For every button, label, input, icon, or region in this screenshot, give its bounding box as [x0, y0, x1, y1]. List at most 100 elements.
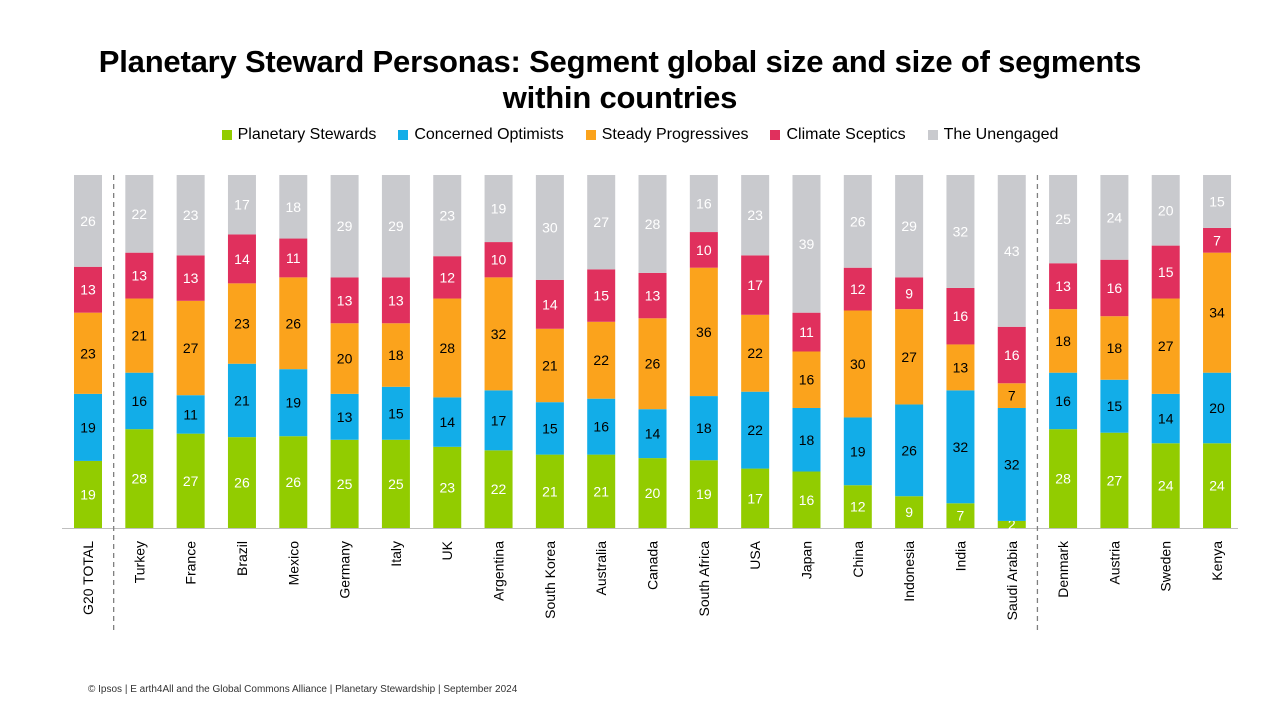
data-label: 26: [285, 474, 301, 490]
data-label: 14: [234, 251, 250, 267]
bar-stack: 25 13 20 13 29: [330, 175, 359, 528]
data-label: 26: [645, 356, 661, 372]
legend-item-concerned-optimists: Concerned Optimists: [398, 126, 564, 144]
bar-segment: [895, 309, 924, 405]
data-label: 23: [747, 207, 763, 223]
bar-segment: [741, 175, 770, 256]
bar-segment: [330, 323, 359, 394]
data-label: 29: [337, 218, 353, 234]
category-label: Japan: [798, 541, 814, 579]
bar-segment: [741, 468, 770, 528]
bar-segment: [433, 256, 462, 299]
bar-segment: [1100, 316, 1129, 380]
bar-segment: [74, 175, 102, 267]
category-label: Austria: [1106, 541, 1122, 585]
data-label: 12: [850, 281, 866, 297]
bar-segment: [125, 298, 154, 373]
data-label: 27: [1158, 338, 1174, 354]
data-label: 30: [850, 356, 866, 372]
legend-label: The Unengaged: [943, 126, 1059, 143]
bar-segment: [1100, 259, 1129, 317]
data-label: 26: [234, 475, 250, 491]
data-label: 18: [1107, 340, 1123, 356]
legend-swatch: [585, 130, 596, 140]
bar-segment: [638, 175, 667, 273]
data-label: 32: [1004, 456, 1020, 472]
title-line-1: Planetary Steward Personas: Segment glob…: [98, 44, 1142, 79]
data-label: 16: [1107, 280, 1123, 296]
data-label: 23: [80, 345, 96, 361]
category-label: Indonesia: [901, 541, 917, 602]
category-label: Brazil: [234, 541, 250, 576]
category-label: Mexico: [285, 541, 301, 586]
bar-segment: [946, 390, 975, 504]
bar-segment: [946, 344, 975, 391]
bar-segment: [587, 398, 616, 455]
data-label: 22: [747, 345, 763, 361]
data-label: 14: [439, 414, 455, 430]
bar-segment: [792, 471, 821, 528]
category-label: UK: [439, 540, 455, 560]
bar-stack: 28 16 21 13 22: [125, 175, 154, 528]
data-label: 23: [439, 479, 455, 495]
bar-stack: 17 22 22 17 23: [741, 175, 770, 528]
category-label: Italy: [388, 541, 404, 567]
bar-segment: [176, 175, 205, 256]
data-label: 21: [542, 483, 558, 499]
data-label: 15: [593, 288, 609, 304]
bar-stack: 20 14 26 13 28: [638, 175, 667, 528]
data-label: 13: [645, 288, 661, 304]
data-label: 14: [645, 426, 661, 442]
data-label: 7: [1008, 388, 1016, 404]
bar-segment: [1100, 379, 1129, 433]
bar-segment: [587, 454, 616, 528]
legend-label: Planetary Stewards: [237, 126, 377, 143]
bar-segment: [125, 372, 154, 430]
bar-segment: [689, 267, 718, 397]
data-label: 26: [80, 213, 96, 229]
bar-segment: [74, 312, 102, 394]
bar-segment: [279, 277, 308, 370]
data-label: 17: [747, 490, 763, 506]
bar-segment: [792, 407, 821, 472]
bar-segment: [689, 232, 718, 268]
bar-segment: [1151, 298, 1180, 394]
bar-stack: 28 16 18 13 25: [1049, 175, 1078, 528]
data-label: 18: [388, 347, 404, 363]
category-label: Germany: [337, 541, 353, 599]
bar-stack: 21 16 22 15 27: [587, 175, 616, 528]
data-label: 26: [850, 213, 866, 229]
bar-stack: 24 20 34 7 15: [1203, 175, 1232, 528]
data-label: 13: [337, 409, 353, 425]
bar-stack: 24 14 27 15 20: [1151, 175, 1180, 528]
bar-segment: [535, 328, 564, 403]
category-label: Argentina: [491, 541, 507, 601]
bar-segment: [176, 255, 205, 301]
legend-item-climate-sceptics: Climate Sceptics: [770, 126, 906, 144]
bar-segment: [433, 397, 462, 447]
bar-segment: [279, 238, 308, 278]
data-label: 21: [234, 392, 250, 408]
bar-segment: [946, 287, 975, 345]
data-label: 21: [132, 328, 148, 344]
bar-segment: [1203, 443, 1232, 528]
category-label: Saudi Arabia: [1004, 541, 1020, 621]
page-title: Planetary Steward Personas: Segment glob…: [0, 44, 1240, 116]
bar-segment: [176, 300, 205, 396]
data-label: 27: [901, 349, 917, 365]
bar-stack: 7 32 13 16 32: [946, 175, 975, 528]
bar-stack: 19 19 23 13 26: [74, 175, 102, 528]
bar-segment: [381, 323, 410, 387]
bar-segment: [895, 277, 924, 310]
data-label: 12: [439, 269, 455, 285]
data-label: 14: [1158, 411, 1174, 427]
bar-stack: 21 15 21 14 30: [535, 175, 564, 528]
bar-segment: [1049, 309, 1078, 373]
data-label: 13: [132, 268, 148, 284]
legend-label: Steady Progressives: [601, 126, 749, 143]
bar-segment: [330, 439, 359, 528]
data-label: 29: [388, 218, 404, 234]
legend-label: Climate Sceptics: [786, 126, 906, 143]
data-label: 14: [542, 296, 558, 312]
